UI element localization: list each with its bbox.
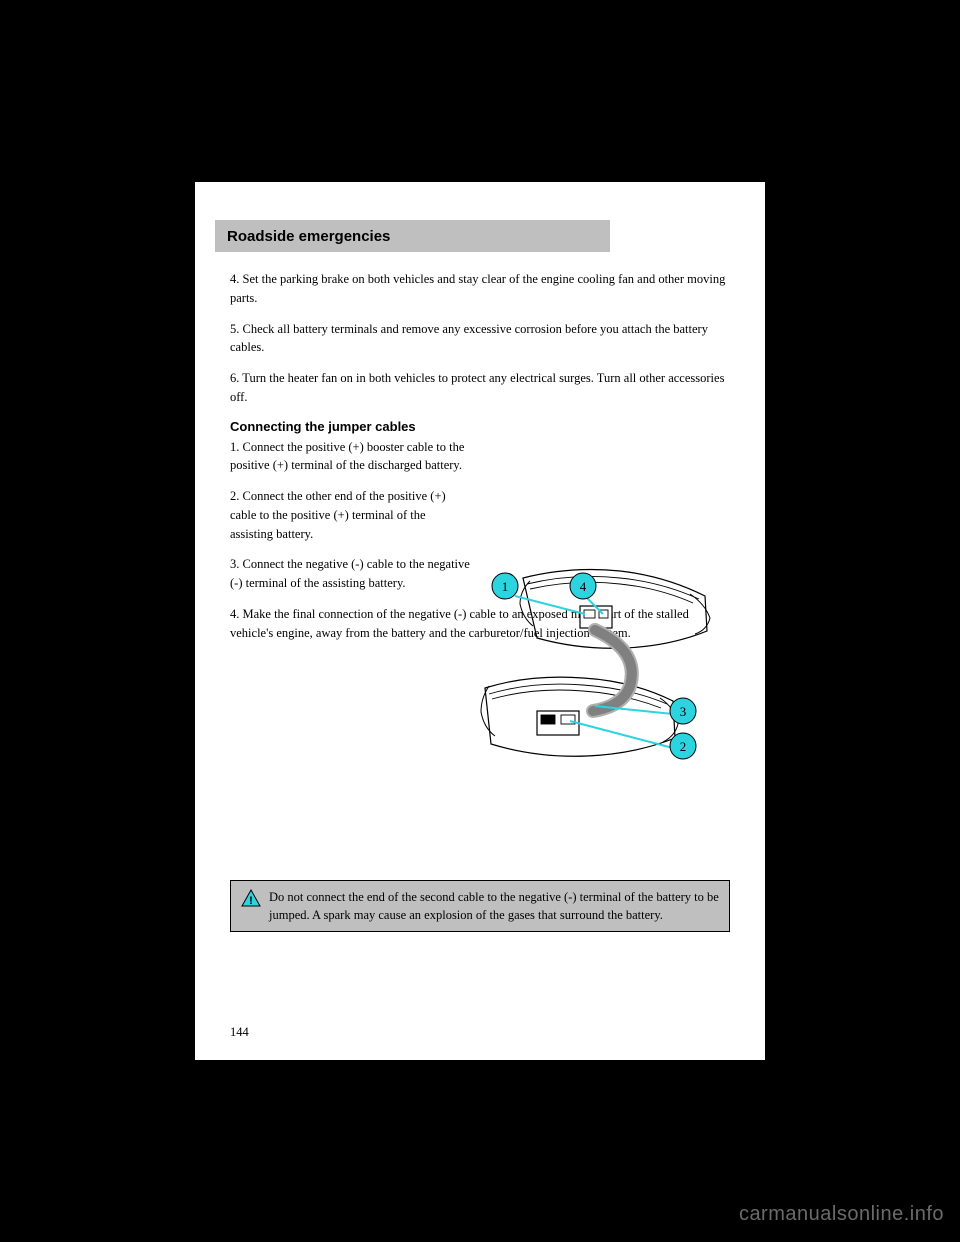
svg-text:!: ! (249, 895, 253, 907)
callout-3: 3 (670, 698, 696, 724)
svg-text:2: 2 (680, 739, 687, 754)
svg-text:4: 4 (580, 579, 587, 594)
watermark-text: carmanualsonline.info (739, 1203, 944, 1226)
section-header-bar: Roadside emergencies (215, 220, 610, 252)
jumper-step-2: 2. Connect the other end of the positive… (230, 487, 470, 543)
section-header-title: Roadside emergencies (227, 228, 390, 245)
instruction-step-4: 4. Set the parking brake on both vehicle… (230, 270, 730, 308)
instruction-step-6: 6. Turn the heater fan on in both vehicl… (230, 369, 730, 407)
callout-2: 2 (670, 733, 696, 759)
warning-text: Do not connect the end of the second cab… (269, 888, 719, 924)
svg-text:1: 1 (502, 579, 509, 594)
leader-2 (570, 721, 673, 748)
lower-vehicle (481, 677, 678, 756)
warning-triangle-icon: ! (241, 889, 261, 907)
jumper-cable-diagram: 1 4 3 2 (475, 556, 730, 796)
manual-page: Roadside emergencies 4. Set the parking … (195, 182, 765, 1060)
svg-text:3: 3 (680, 704, 687, 719)
leader-1 (515, 596, 585, 614)
page-number: 144 (230, 1025, 249, 1040)
diagram-svg: 1 4 3 2 (475, 556, 730, 796)
jumper-step-1: 1. Connect the positive (+) booster cabl… (230, 438, 470, 476)
warning-box: ! Do not connect the end of the second c… (230, 880, 730, 932)
instruction-step-5: 5. Check all battery terminals and remov… (230, 320, 730, 358)
jumper-step-3: 3. Connect the negative (-) cable to the… (230, 555, 470, 593)
subsection-heading: Connecting the jumper cables (230, 419, 730, 434)
callout-4: 4 (570, 573, 596, 599)
callout-1: 1 (492, 573, 518, 599)
